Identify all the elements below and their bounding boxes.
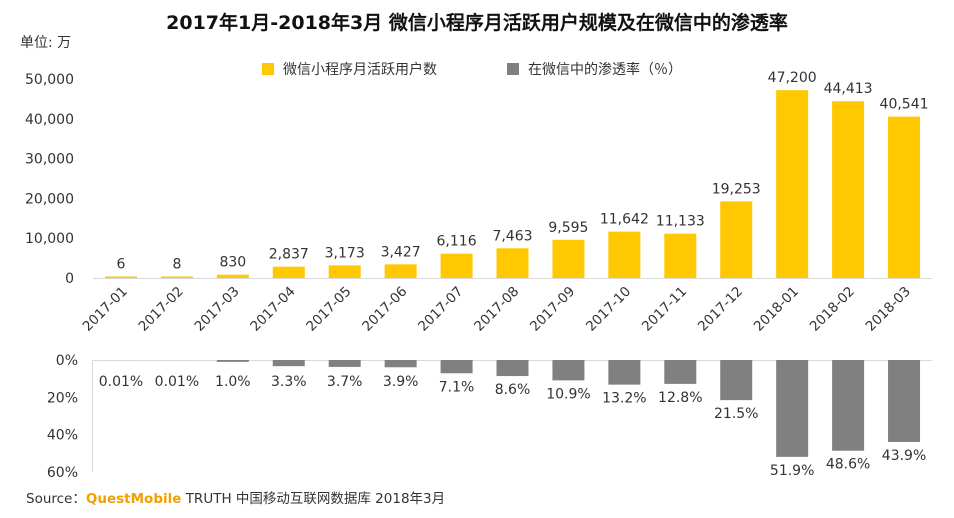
- data-label-users: 3,427: [381, 244, 421, 260]
- data-label-penetration: 43.9%: [882, 448, 926, 464]
- x-tick-label: 2017-07: [415, 284, 466, 335]
- y-tick-label-users: 40,000: [25, 112, 74, 128]
- x-tick-label: 2017-10: [583, 284, 634, 335]
- x-tick-label: 2017-01: [80, 284, 131, 335]
- bar-penetration: [720, 360, 753, 401]
- y-tick-label-users: 50,000: [25, 72, 74, 88]
- data-label-penetration: 0.01%: [99, 374, 143, 390]
- x-tick-label: 2017-12: [695, 284, 746, 335]
- y-tick-label-users: 20,000: [25, 191, 74, 207]
- y-tick-label-users: 30,000: [25, 152, 74, 168]
- data-label-penetration: 21.5%: [714, 406, 758, 422]
- data-label-penetration: 13.2%: [602, 391, 646, 407]
- x-tick-label: 2017-04: [247, 284, 298, 335]
- data-label-penetration: 51.9%: [770, 463, 814, 479]
- data-label-users: 6: [117, 257, 126, 273]
- x-tick-label: 2017-02: [136, 284, 187, 335]
- legend-item-penetration: 在微信中的渗透率（％）: [507, 59, 682, 79]
- data-label-penetration: 0.01%: [155, 374, 199, 390]
- legend-label-users: 微信小程序月活跃用户数: [283, 62, 437, 78]
- data-label-users: 9,595: [548, 220, 588, 236]
- data-label-users: 8: [172, 257, 181, 273]
- data-label-users: 3,173: [325, 245, 365, 261]
- x-tick-label: 2017-11: [639, 284, 690, 335]
- bar-penetration: [272, 360, 305, 367]
- bar-users: [440, 253, 473, 278]
- data-label-penetration: 12.8%: [658, 390, 702, 406]
- x-tick-label: 2017-08: [471, 284, 522, 335]
- bar-users: [832, 101, 865, 278]
- chart-title: 2017年1月-2018年3月 微信小程序月活跃用户规模及在微信中的渗透率: [166, 12, 788, 34]
- y-tick-label-users: 10,000: [25, 231, 74, 247]
- bar-penetration: [440, 360, 473, 374]
- x-tick-label: 2018-01: [751, 284, 802, 335]
- bar-penetration: [216, 360, 249, 362]
- bar-users: [664, 233, 697, 278]
- source-prefix: Source：: [26, 491, 86, 507]
- data-label-users: 44,413: [824, 81, 873, 97]
- y-tick-label-penetration: 20%: [47, 390, 78, 406]
- legend-label-penetration: 在微信中的渗透率（％）: [528, 62, 682, 78]
- bar-penetration: [776, 360, 809, 457]
- legend-swatch-users: [262, 63, 274, 75]
- bar-penetration: [664, 360, 697, 384]
- bar-users: [216, 274, 249, 278]
- data-label-users: 19,253: [712, 181, 761, 197]
- data-label-penetration: 8.6%: [495, 382, 531, 398]
- y-tick-label-users: 0: [65, 271, 74, 287]
- bar-users: [104, 276, 137, 278]
- source-line: Source：QuestMobile TRUTH 中国移动互联网数据库 2018…: [26, 487, 445, 507]
- bar-users: [608, 231, 641, 278]
- bar-penetration: [552, 360, 585, 381]
- data-label-penetration: 10.9%: [546, 386, 590, 402]
- x-tick-label: 2017-06: [359, 284, 410, 335]
- bar-users: [552, 239, 585, 278]
- y-tick-label-penetration: 60%: [47, 465, 78, 481]
- y-tick-label-penetration: 40%: [47, 428, 78, 444]
- bar-penetration: [608, 360, 641, 385]
- data-label-users: 40,541: [880, 97, 929, 113]
- bar-users: [888, 116, 921, 278]
- source-text: TRUTH 中国移动互联网数据库 2018年3月: [185, 491, 446, 507]
- x-tick-label: 2018-03: [863, 284, 914, 335]
- data-label-penetration: 1.0%: [215, 374, 251, 390]
- bar-penetration: [496, 360, 529, 377]
- data-label-penetration: 7.1%: [439, 379, 475, 395]
- source-brand: QuestMobile: [85, 491, 182, 507]
- bar-penetration: [328, 360, 361, 367]
- legend-swatch-penetration: [507, 63, 519, 75]
- data-label-penetration: 3.7%: [327, 374, 363, 390]
- bar-penetration: [888, 360, 921, 442]
- bar-users: [384, 264, 417, 278]
- data-label-penetration: 3.9%: [383, 374, 419, 390]
- legend-item-users: 微信小程序月活跃用户数: [262, 59, 437, 79]
- data-label-users: 11,133: [656, 214, 705, 230]
- bar-users: [328, 265, 361, 278]
- unit-label: 单位: 万: [20, 35, 72, 51]
- bar-users: [496, 248, 529, 278]
- bar-penetration: [832, 360, 865, 451]
- bar-users: [720, 201, 753, 278]
- bar-users: [776, 90, 809, 278]
- x-tick-label: 2017-03: [191, 284, 242, 335]
- bar-users: [160, 276, 193, 278]
- x-tick-label: 2017-09: [527, 284, 578, 335]
- data-label-users: 11,642: [600, 212, 649, 228]
- data-label-users: 2,837: [269, 247, 309, 263]
- data-label-penetration: 3.3%: [271, 374, 307, 390]
- x-tick-label: 2017-05: [303, 284, 354, 335]
- data-label-users: 830: [219, 255, 246, 271]
- data-label-users: 6,116: [437, 234, 477, 250]
- bar-penetration: [384, 360, 417, 368]
- data-label-penetration: 48.6%: [826, 457, 870, 473]
- y-tick-label-penetration: 0%: [56, 353, 78, 369]
- data-label-users: 7,463: [492, 228, 532, 244]
- x-tick-label: 2018-02: [807, 284, 858, 335]
- bar-users: [272, 266, 305, 278]
- data-label-users: 47,200: [768, 70, 817, 86]
